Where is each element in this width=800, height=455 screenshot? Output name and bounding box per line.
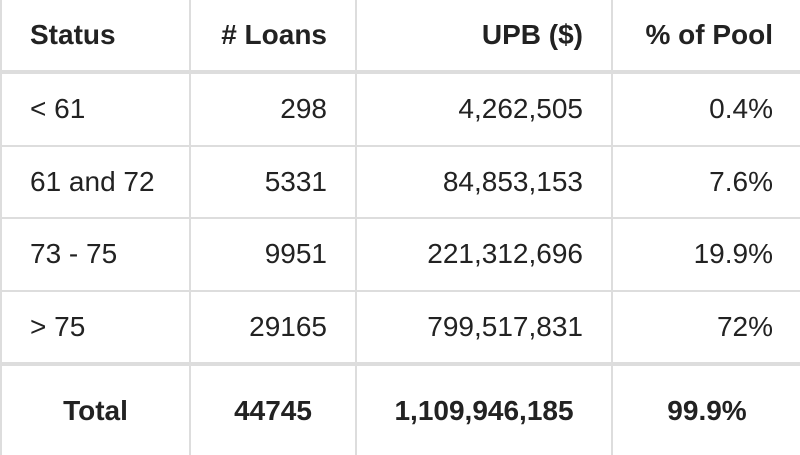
total-row: Total 44745 1,109,946,185 99.9%	[0, 362, 800, 455]
header-row: Status # Loans UPB ($) % of Pool	[0, 0, 800, 74]
total-loans: 44745	[189, 362, 357, 455]
cell-loans: 9951	[189, 217, 357, 292]
total-status: Total	[0, 362, 191, 455]
cell-upb: 799,517,831	[355, 289, 613, 366]
cell-upb: 4,262,505	[355, 71, 613, 147]
header-upb: UPB ($)	[355, 0, 613, 74]
cell-status: 61 and 72	[0, 144, 191, 220]
header-pool: % of Pool	[611, 0, 800, 74]
header-status: Status	[0, 0, 191, 74]
cell-pool: 19.9%	[611, 217, 800, 292]
table-row: > 75 29165 799,517,831 72%	[0, 289, 800, 366]
cell-status: > 75	[0, 289, 191, 366]
cell-upb: 221,312,696	[355, 217, 613, 292]
cell-loans: 29165	[189, 289, 357, 366]
table-row: 61 and 72 5331 84,853,153 7.6%	[0, 144, 800, 220]
cell-loans: 298	[189, 71, 357, 147]
cell-loans: 5331	[189, 144, 357, 220]
cell-pool: 0.4%	[611, 71, 800, 147]
total-upb: 1,109,946,185	[355, 362, 613, 455]
table-body: < 61 298 4,262,505 0.4% 61 and 72 5331 8…	[0, 71, 800, 455]
table-header: Status # Loans UPB ($) % of Pool	[0, 0, 800, 74]
cell-status: < 61	[0, 71, 191, 147]
cell-upb: 84,853,153	[355, 144, 613, 220]
table-row: 73 - 75 9951 221,312,696 19.9%	[0, 217, 800, 292]
table-row: < 61 298 4,262,505 0.4%	[0, 71, 800, 147]
cell-pool: 72%	[611, 289, 800, 366]
cell-status: 73 - 75	[0, 217, 191, 292]
total-pool: 99.9%	[611, 362, 800, 455]
header-loans: # Loans	[189, 0, 357, 74]
cell-pool: 7.6%	[611, 144, 800, 220]
